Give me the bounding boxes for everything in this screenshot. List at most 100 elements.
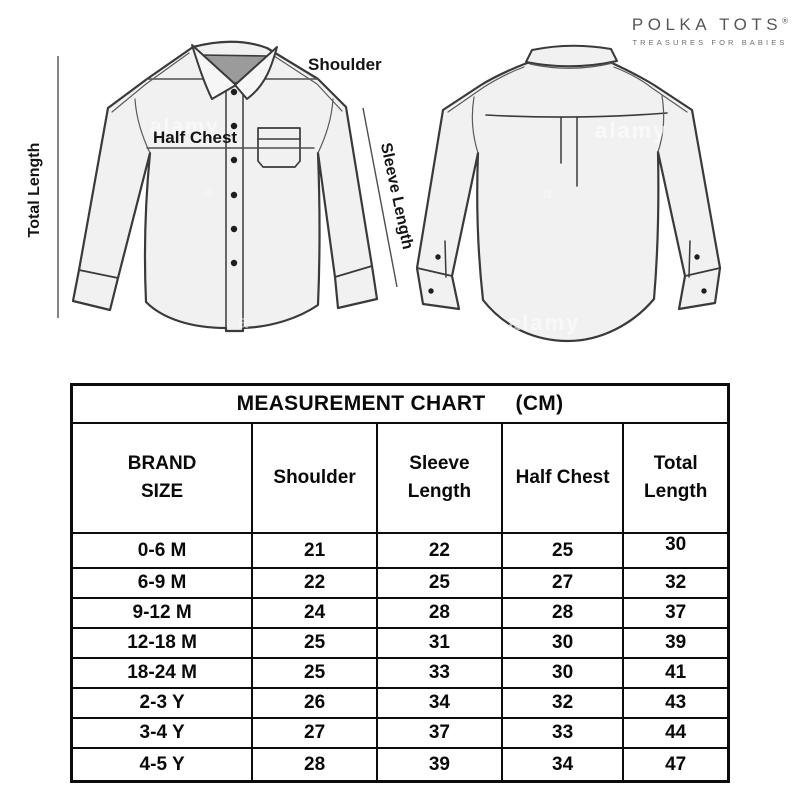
header-line: Length (644, 481, 708, 502)
table-row: 9-12 M 24 28 28 37 (70, 597, 730, 629)
shirt-front-sketch (71, 40, 379, 333)
cell-size: 0-6 M (70, 532, 254, 569)
cell-half-chest: 32 (500, 687, 625, 719)
cell-size: 6-9 M (70, 567, 254, 599)
shirt-measurement-diagram: alamy alamy alamy a a a Shoulder Half Ch… (26, 40, 722, 343)
table-row: 3-4 Y 27 37 33 44 (70, 717, 730, 749)
cell-size: 18-24 M (70, 657, 254, 689)
back-right-armhole-seam (657, 95, 665, 153)
cell-half-chest: 25 (500, 532, 625, 569)
watermark: a (543, 185, 554, 202)
brand-name-text: POLKA TOTS (631, 15, 783, 34)
front-right-shoulder-seam (270, 53, 343, 112)
cell-shoulder: 24 (251, 597, 378, 629)
cell-size: 4-5 Y (70, 747, 254, 783)
cell-sleeve-length: 37 (376, 717, 503, 749)
watermark: alamy (595, 118, 667, 143)
registered-trademark-symbol: ® (782, 16, 788, 26)
watermarks: alamy alamy alamy a a a (150, 115, 667, 335)
sleeve-length-line (362, 107, 398, 288)
cell-size: 12-18 M (70, 627, 254, 659)
back-box-pleat-lines (560, 116, 578, 187)
header-line: Sleeve (409, 452, 470, 474)
cell-total-length: 44 (622, 717, 730, 749)
col-header-half-chest: Half Chest (500, 422, 625, 534)
front-body (71, 40, 379, 333)
front-right-cuff-line (334, 265, 373, 278)
cell-value: 30 (665, 533, 687, 555)
cell-shoulder: 27 (251, 717, 378, 749)
table-row: 2-3 Y 26 34 32 43 (70, 687, 730, 719)
collar-left-flap (191, 44, 237, 100)
cell-size: 3-4 Y (70, 717, 254, 749)
front-left-shoulder-seam (111, 52, 190, 113)
front-buttons (230, 88, 238, 267)
table-unit-label: (CM) (515, 392, 564, 415)
back-left-shoulder-seam (447, 66, 525, 113)
button-placket (225, 85, 244, 329)
cell-sleeve-length: 39 (376, 747, 503, 783)
cell-sleeve-length: 34 (376, 687, 503, 719)
measurement-lines (57, 56, 398, 318)
table-title-text: MEASUREMENT CHART (236, 392, 486, 415)
cell-total-length: 43 (622, 687, 730, 719)
cell-shoulder: 22 (251, 567, 378, 599)
label-total-length: Total Length (26, 143, 43, 238)
header-line: SIZE (140, 481, 184, 502)
table-title: MEASUREMENT CHART (CM) (70, 383, 730, 424)
cell-total-length: 30 (622, 532, 730, 569)
back-right-shoulder-seam (613, 66, 688, 113)
table-row: 4-5 Y 28 39 34 47 (70, 747, 730, 783)
front-right-armhole-seam (317, 98, 334, 154)
brand-tagline: TREASURES FOR BABIES (632, 38, 788, 47)
cell-total-length: 39 (622, 627, 730, 659)
collar-right-flap (234, 46, 278, 100)
cell-size: 9-12 M (70, 597, 254, 629)
cell-sleeve-length: 25 (376, 567, 503, 599)
table-title-row: MEASUREMENT CHART (CM) (70, 383, 730, 424)
cell-half-chest: 33 (500, 717, 625, 749)
header-line: BRAND (127, 452, 197, 474)
cell-total-length: 37 (622, 597, 730, 629)
table-row: 12-18 M 25 31 30 39 (70, 627, 730, 659)
label-sleeve-length: Sleeve Length (377, 141, 416, 251)
watermark: a (204, 183, 214, 199)
brand-name: POLKA TOTS® (632, 15, 788, 35)
back-collar-band (525, 44, 618, 68)
table-row: 18-24 M 25 33 30 41 (70, 657, 730, 689)
cell-shoulder: 21 (251, 532, 378, 569)
cell-half-chest: 30 (500, 627, 625, 659)
watermark: alamy (150, 115, 220, 138)
back-cuff-buttons (428, 254, 707, 294)
cell-shoulder: 25 (251, 627, 378, 659)
cell-sleeve-length: 28 (376, 597, 503, 629)
brand-logo: POLKA TOTS® TREASURES FOR BABIES (632, 15, 788, 47)
watermark: alamy (508, 310, 580, 335)
cell-shoulder: 28 (251, 747, 378, 783)
cell-shoulder: 26 (251, 687, 378, 719)
header-line: Shoulder (273, 466, 356, 488)
cell-size: 2-3 Y (70, 687, 254, 719)
col-header-sleeve-length: Sleeve Length (376, 422, 503, 534)
table-row: 6-9 M 22 25 27 32 (70, 567, 730, 599)
cell-half-chest: 28 (500, 597, 625, 629)
cell-half-chest: 34 (500, 747, 625, 783)
header-line: Length (407, 481, 472, 502)
cell-sleeve-length: 22 (376, 532, 503, 569)
header-line: Total (653, 452, 698, 474)
cell-half-chest: 30 (500, 657, 625, 689)
header-line: Half Chest (515, 466, 610, 488)
table-header-row: BRAND SIZE Shoulder Sleeve Length Half Che… (70, 422, 730, 534)
cell-half-chest: 27 (500, 567, 625, 599)
back-sleeve-plackets (444, 240, 691, 278)
table-row: 0-6 M 21 22 25 30 (70, 532, 730, 569)
watermark: a (238, 312, 250, 332)
back-left-armhole-seam (471, 96, 479, 154)
front-left-cuff-line (78, 269, 119, 279)
label-shoulder: Shoulder (308, 55, 382, 74)
measurement-table: MEASUREMENT CHART (CM) BRAND SIZE Shoulder… (70, 383, 730, 783)
col-header-brand-size: BRAND SIZE (70, 422, 254, 534)
shirt-back-sketch (415, 44, 722, 343)
label-half-chest: Half Chest (153, 128, 237, 147)
